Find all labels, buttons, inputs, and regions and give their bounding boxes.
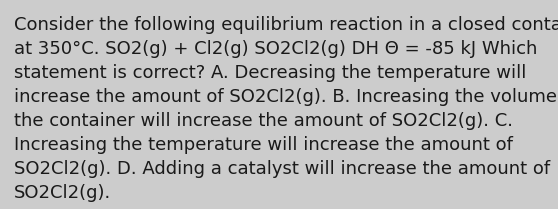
Text: SO2Cl2(g).: SO2Cl2(g).	[14, 184, 111, 202]
Text: statement is correct? A. Decreasing the temperature will: statement is correct? A. Decreasing the …	[14, 64, 526, 82]
Text: increase the amount of SO2Cl2(g). B. Increasing the volume of: increase the amount of SO2Cl2(g). B. Inc…	[14, 88, 558, 106]
Text: SO2Cl2(g). D. Adding a catalyst will increase the amount of: SO2Cl2(g). D. Adding a catalyst will inc…	[14, 160, 550, 178]
Text: the container will increase the amount of SO2Cl2(g). C.: the container will increase the amount o…	[14, 112, 513, 130]
Text: Increasing the temperature will increase the amount of: Increasing the temperature will increase…	[14, 136, 513, 154]
Text: Consider the following equilibrium reaction in a closed container: Consider the following equilibrium react…	[14, 16, 558, 34]
Text: at 350°C. SO2(g) + Cl2(g) SO2Cl2(g) DH Θ = -85 kJ Which: at 350°C. SO2(g) + Cl2(g) SO2Cl2(g) DH Θ…	[14, 40, 537, 58]
